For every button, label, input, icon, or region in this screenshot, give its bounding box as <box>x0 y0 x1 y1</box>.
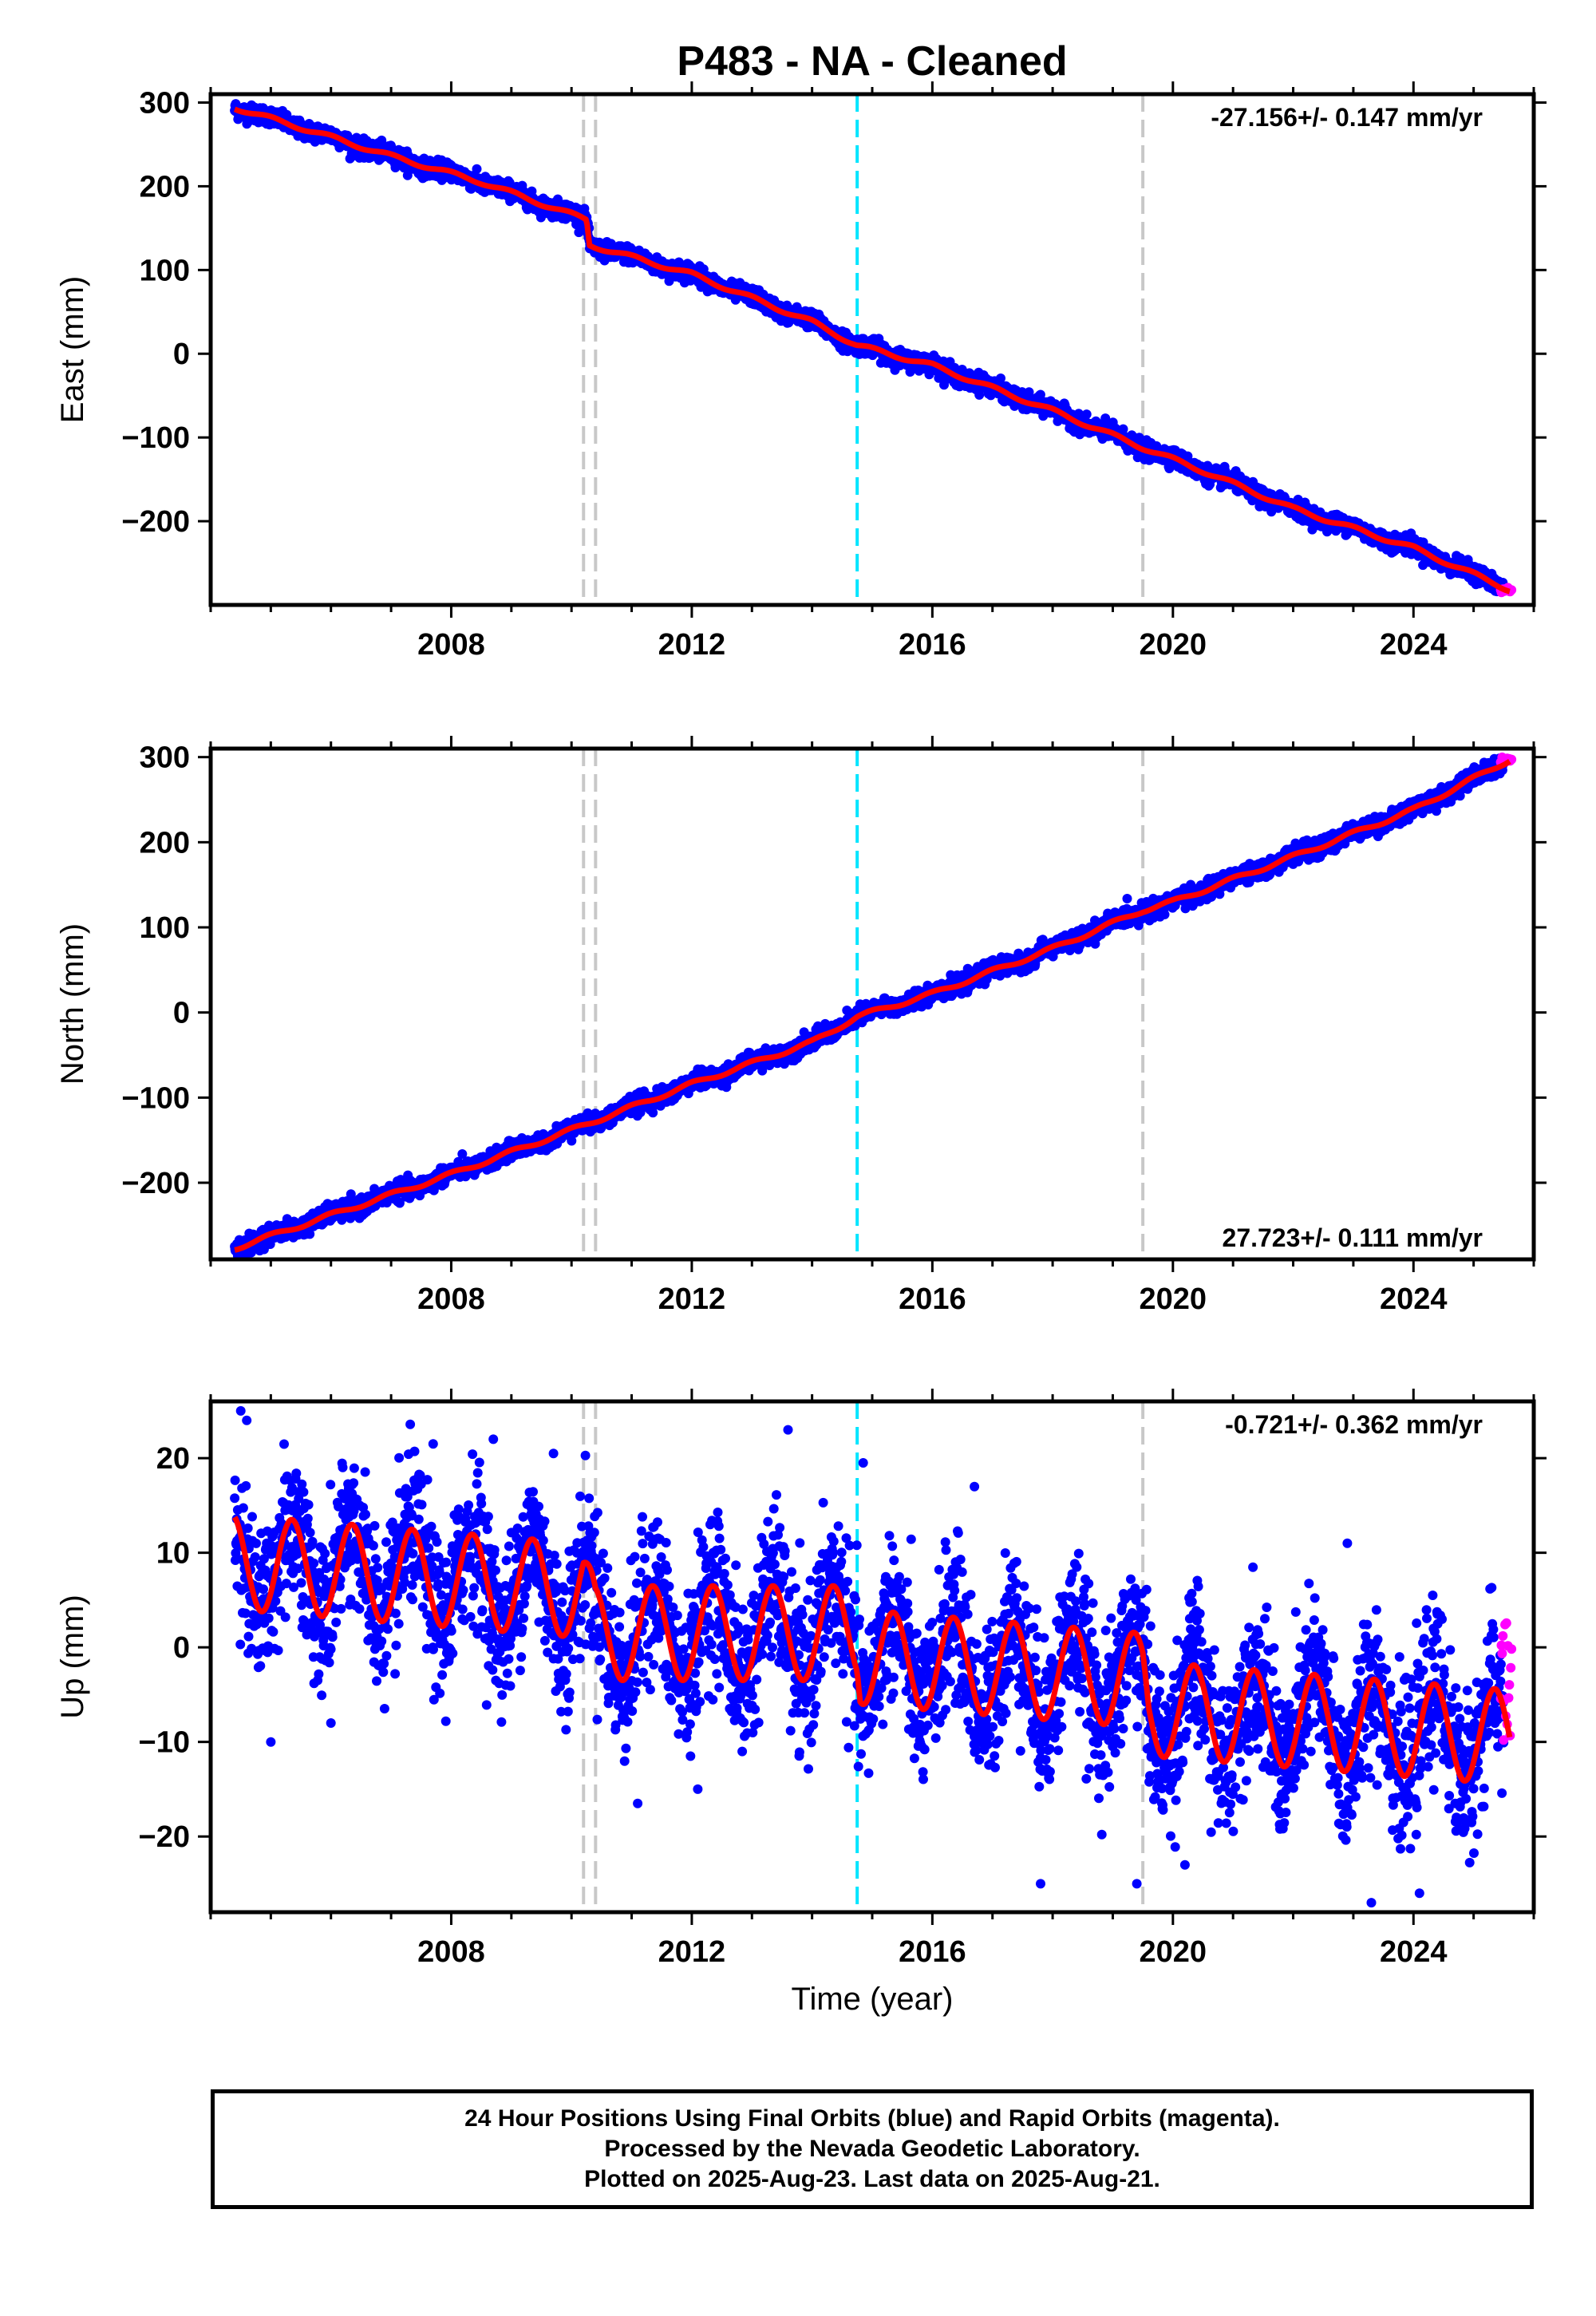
data-point <box>472 164 482 174</box>
panel-east: 2008 2012 2016 2020 2024 −200 −100 0 100 200 300 Ea… <box>55 81 1547 662</box>
plot-area-north <box>230 749 1517 1259</box>
plot-area-east <box>230 94 1517 605</box>
data-point <box>1035 389 1045 400</box>
y-tick-label: 0 <box>173 338 190 371</box>
velocity-label: -27.156+/- 0.147 mm/yr <box>1211 103 1483 132</box>
y-tick-label: 300 <box>140 86 190 120</box>
panels: 2008 2012 2016 2020 2024 −200 −100 0 100 200 300 Ea… <box>55 81 1547 2017</box>
x-tick-label: 2016 <box>899 628 966 662</box>
x-tick-label: 2012 <box>658 628 726 662</box>
panel-north: 2008 2012 2016 2020 2024−200−1000100200300No… <box>55 736 1547 1316</box>
y-tick-label: 200 <box>140 170 190 204</box>
y-tick-label: 100 <box>140 254 190 287</box>
y-tick-label: −200 <box>121 505 190 539</box>
x-tick-label: 2024 <box>1380 628 1448 662</box>
y-tick-label: −100 <box>121 421 190 455</box>
x-tick-label: 2008 <box>417 628 485 662</box>
data-point <box>996 373 1005 383</box>
x-tick-label: 2020 <box>1140 628 1207 662</box>
data-point <box>377 135 387 145</box>
figure-title: P483 - NA - Cleaned <box>677 38 1067 85</box>
data-point <box>402 170 413 180</box>
data-point <box>1081 409 1092 420</box>
y-axis-title: East (mm) <box>55 276 90 423</box>
